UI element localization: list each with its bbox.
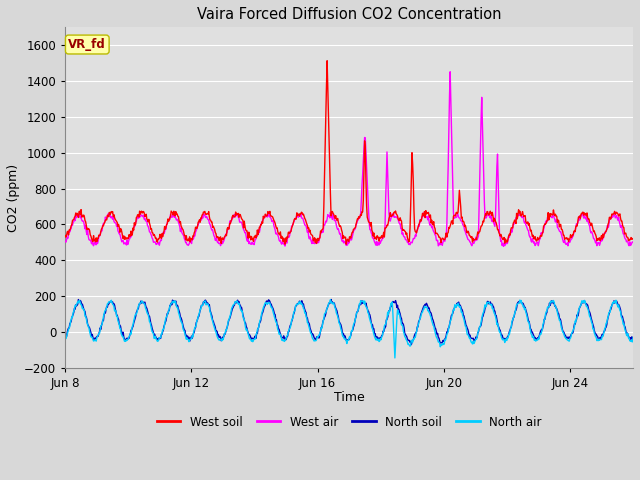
Text: VR_fd: VR_fd	[68, 38, 106, 51]
Y-axis label: CO2 (ppm): CO2 (ppm)	[7, 164, 20, 231]
Legend: West soil, West air, North soil, North air: West soil, West air, North soil, North a…	[152, 411, 547, 433]
Title: Vaira Forced Diffusion CO2 Concentration: Vaira Forced Diffusion CO2 Concentration	[197, 7, 501, 22]
X-axis label: Time: Time	[334, 391, 365, 404]
